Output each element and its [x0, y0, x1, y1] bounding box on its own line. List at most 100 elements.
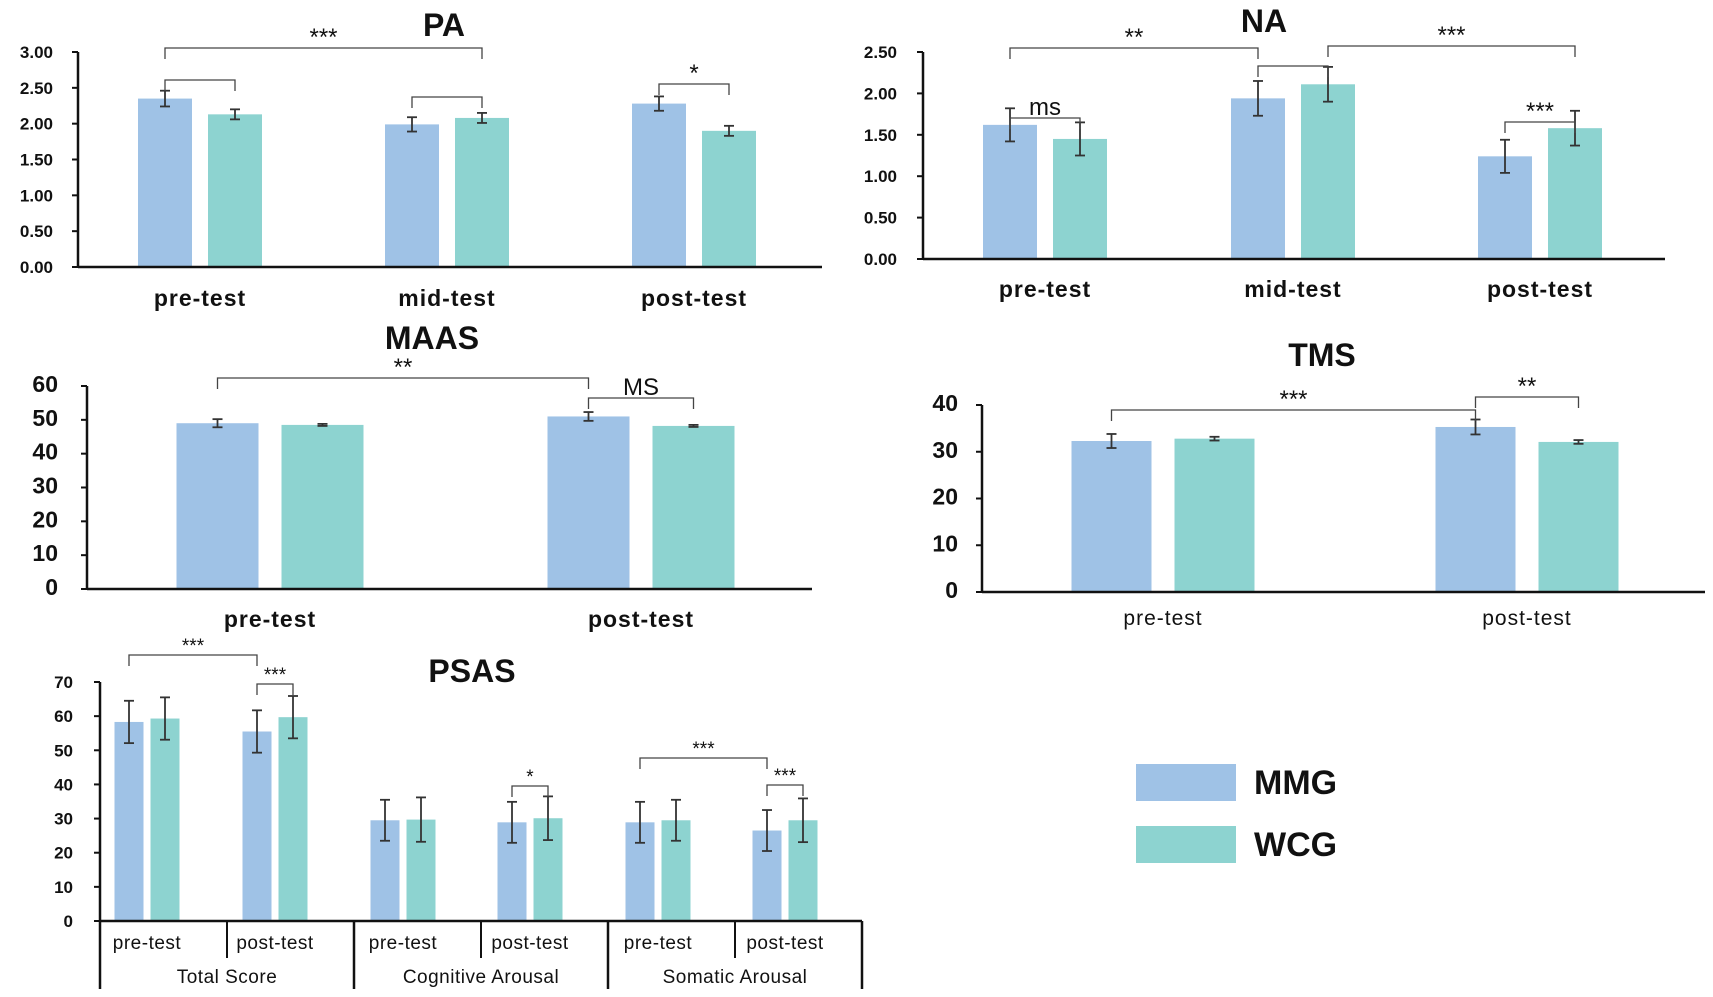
tms-ytick-label: 40 [932, 390, 958, 416]
pa-bar-mmg-1 [385, 124, 439, 267]
tms-category-label: post-test [1482, 607, 1572, 630]
pa-sig-bracket [658, 83, 730, 95]
maas-ytick-label: 0 [45, 574, 58, 600]
legend-label-wcg: WCG [1254, 826, 1337, 864]
na-sig-bracket [1009, 47, 1259, 59]
psas-category-label: pre-test [369, 933, 438, 954]
tms-sig-label: ** [1518, 373, 1537, 400]
psas-sig-label: *** [774, 766, 797, 787]
na-sig-label: *** [1526, 98, 1554, 125]
psas-category-label: pre-test [624, 933, 693, 954]
maas-ytick-label: 60 [32, 371, 58, 397]
pa-sig-label: * [689, 60, 698, 87]
na-bar-wcg-1 [1301, 84, 1355, 260]
na-category-label: post-test [1487, 276, 1593, 302]
pa-ytick-label: 2.50 [20, 79, 53, 98]
psas-sig-label: *** [264, 665, 287, 686]
pa-bar-mmg-2 [632, 103, 686, 267]
maas-sig-bracket [587, 397, 695, 409]
maas-ytick-label: 20 [32, 506, 58, 532]
pa-category-label: post-test [641, 285, 747, 311]
psas-ytick-label: 20 [54, 844, 73, 863]
pa-sig-bracket [164, 79, 236, 91]
psas-chart: PSAS010203040506070*************pre-test… [54, 636, 864, 989]
pa-category-label: pre-test [154, 285, 246, 311]
pa-category-label: mid-test [398, 285, 495, 311]
tms-bar-wcg-0 [1174, 438, 1255, 592]
pa-ytick-label: 3.00 [20, 43, 53, 62]
legend-swatch-wcg [1136, 826, 1236, 863]
psas-ytick-label: 50 [54, 741, 73, 760]
tms-sig-label: *** [1279, 386, 1307, 413]
na-sig-bracket [1504, 121, 1576, 133]
maas-category-label: pre-test [224, 606, 316, 632]
maas-category-label: post-test [588, 606, 694, 632]
pa-ytick-label: 1.50 [20, 151, 53, 170]
pa-bar-wcg-0 [208, 114, 262, 267]
na-ytick-label: 2.00 [864, 84, 897, 103]
tms-bar-wcg-1 [1538, 441, 1619, 592]
pa-ytick-label: 0.50 [20, 222, 53, 241]
psas-ytick-label: 60 [54, 707, 73, 726]
psas-category-label: post-test [236, 933, 314, 954]
pa-bar-wcg-1 [455, 117, 509, 267]
psas-category-label: pre-test [113, 933, 182, 954]
maas-bar-wcg-1 [652, 425, 735, 589]
tms-bar-mmg-0 [1071, 440, 1152, 592]
tms-sig-bracket [1474, 396, 1580, 408]
psas-ytick-label: 10 [54, 878, 73, 897]
tms-category-label: pre-test [1123, 607, 1202, 630]
psas-group-label: Somatic Arousal [663, 967, 808, 988]
psas-sig-bracket [256, 683, 294, 695]
maas-sig-label: ** [394, 354, 413, 381]
na-sig-bracket [1327, 45, 1576, 57]
na-title: NA [1241, 3, 1287, 39]
pa-sig-bracket [411, 96, 483, 108]
psas-sig-bracket [128, 654, 258, 666]
pa-sig-label: *** [309, 24, 337, 51]
psas-group-label: Cognitive Arousal [403, 967, 559, 988]
maas-sig-label: MS [623, 374, 659, 401]
na-sig-bracket [1009, 117, 1081, 129]
tms-ytick-label: 30 [932, 437, 958, 463]
na-ytick-label: 1.50 [864, 126, 897, 145]
na-ytick-label: 2.50 [864, 43, 897, 62]
maas-chart: MAAS 0 10 20 30 40 50 60 ** MS pre-test post-test [32, 320, 812, 632]
psas-bar-wcg-0 [150, 718, 180, 921]
psas-bar-mmg-1 [242, 731, 272, 921]
maas-bar-mmg-0 [176, 423, 259, 589]
psas-sig-label: *** [692, 739, 715, 760]
na-category-label: pre-test [999, 276, 1091, 302]
pa-sig-bracket [164, 47, 483, 59]
na-sig-bracket [1257, 65, 1329, 77]
psas-category-label: post-test [491, 933, 569, 954]
pa-title: PA [423, 7, 465, 43]
psas-ytick-label: 70 [54, 673, 73, 692]
pa-ytick-label: 2.00 [20, 115, 53, 134]
psas-title: PSAS [428, 653, 515, 689]
tms-title: TMS [1288, 337, 1356, 373]
na-sig-label: ms [1029, 94, 1061, 121]
psas-sig-bracket [639, 757, 768, 769]
maas-ytick-label: 50 [32, 405, 58, 431]
psas-bar-mmg-0 [114, 721, 144, 921]
maas-bar-wcg-0 [281, 424, 364, 589]
tms-ytick-label: 20 [932, 484, 958, 510]
na-bar-wcg-2 [1548, 128, 1602, 259]
maas-sig-bracket [216, 377, 590, 389]
maas-ytick-label: 30 [32, 473, 58, 499]
na-ytick-label: 1.00 [864, 167, 897, 186]
maas-title: MAAS [385, 320, 479, 356]
psas-ytick-label: 30 [54, 810, 73, 829]
psas-ytick-label: 0 [64, 912, 73, 931]
pa-ytick-label: 1.00 [20, 186, 53, 205]
pa-bar-wcg-2 [702, 130, 756, 267]
tms-bar-mmg-1 [1435, 426, 1516, 592]
legend-swatch-mmg [1136, 764, 1236, 801]
pa-chart: PA0.000.501.001.502.002.503.00****pre-te… [20, 7, 822, 311]
maas-ytick-label: 10 [32, 540, 58, 566]
maas-ytick-label: 40 [32, 439, 58, 465]
psas-category-label: post-test [746, 933, 824, 954]
psas-sig-label: *** [182, 636, 205, 657]
